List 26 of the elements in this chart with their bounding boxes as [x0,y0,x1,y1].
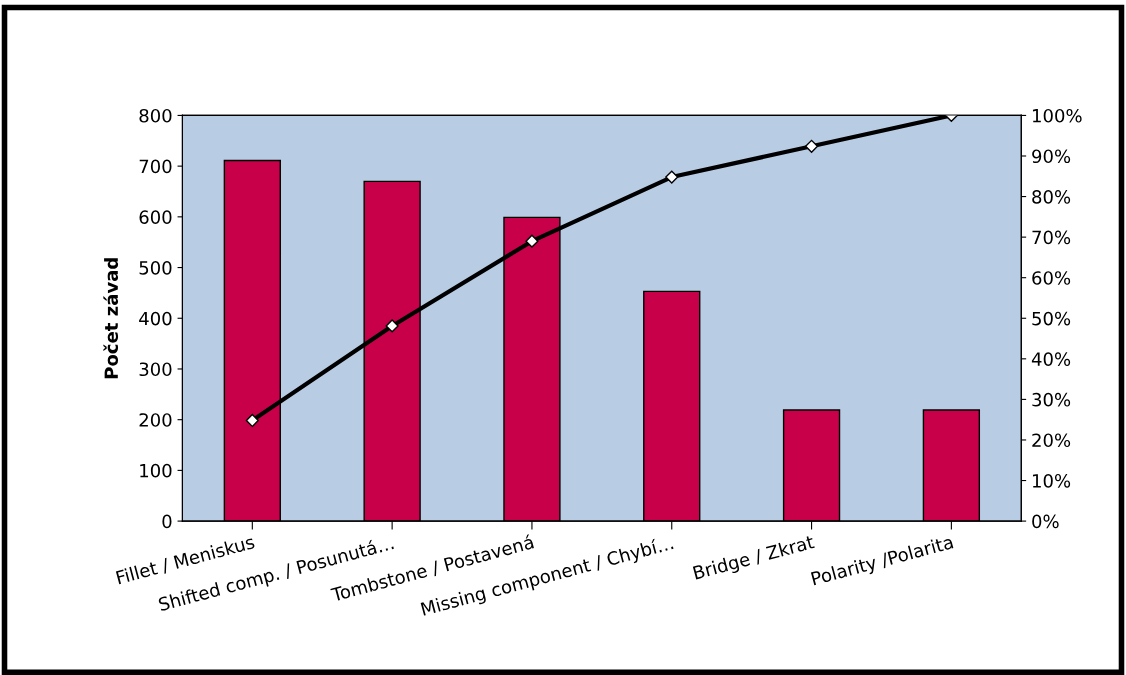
y2-tick-label: 70% [1032,230,1071,245]
point [245,413,259,428]
y2-tick-label: 80% [1032,190,1071,204]
point [665,170,679,184]
y-tick-label: 300 [139,362,172,377]
y2-tick-label: 30% [1032,392,1071,407]
y-tick-label: 800 [139,108,172,123]
point [804,139,819,153]
y2-tick-label: 20% [1032,433,1071,448]
y-tick-label: 0 [162,514,172,529]
y-tick-label: 200 [139,413,172,427]
point [385,319,399,333]
y2-tick-label: 10% [1032,473,1071,488]
y-tick-label: 600 [139,210,172,224]
y-tick-label: 100 [140,463,172,478]
y-tick-label: 500 [139,261,172,275]
point [525,234,539,248]
y2-tick-label: 40% [1031,352,1071,366]
y2-tick-label: 0% [1032,514,1059,529]
y2-tick-label: 50% [1032,311,1071,326]
y-tick-label: 400 [139,311,172,326]
y2-tick-label: 90% [1032,149,1071,164]
y-tick-label: 700 [139,159,172,174]
y2-tick-label: 60% [1032,271,1071,285]
y2-tick-label: 100% [1032,108,1082,123]
y-axis-title: Počet závad [103,258,119,379]
